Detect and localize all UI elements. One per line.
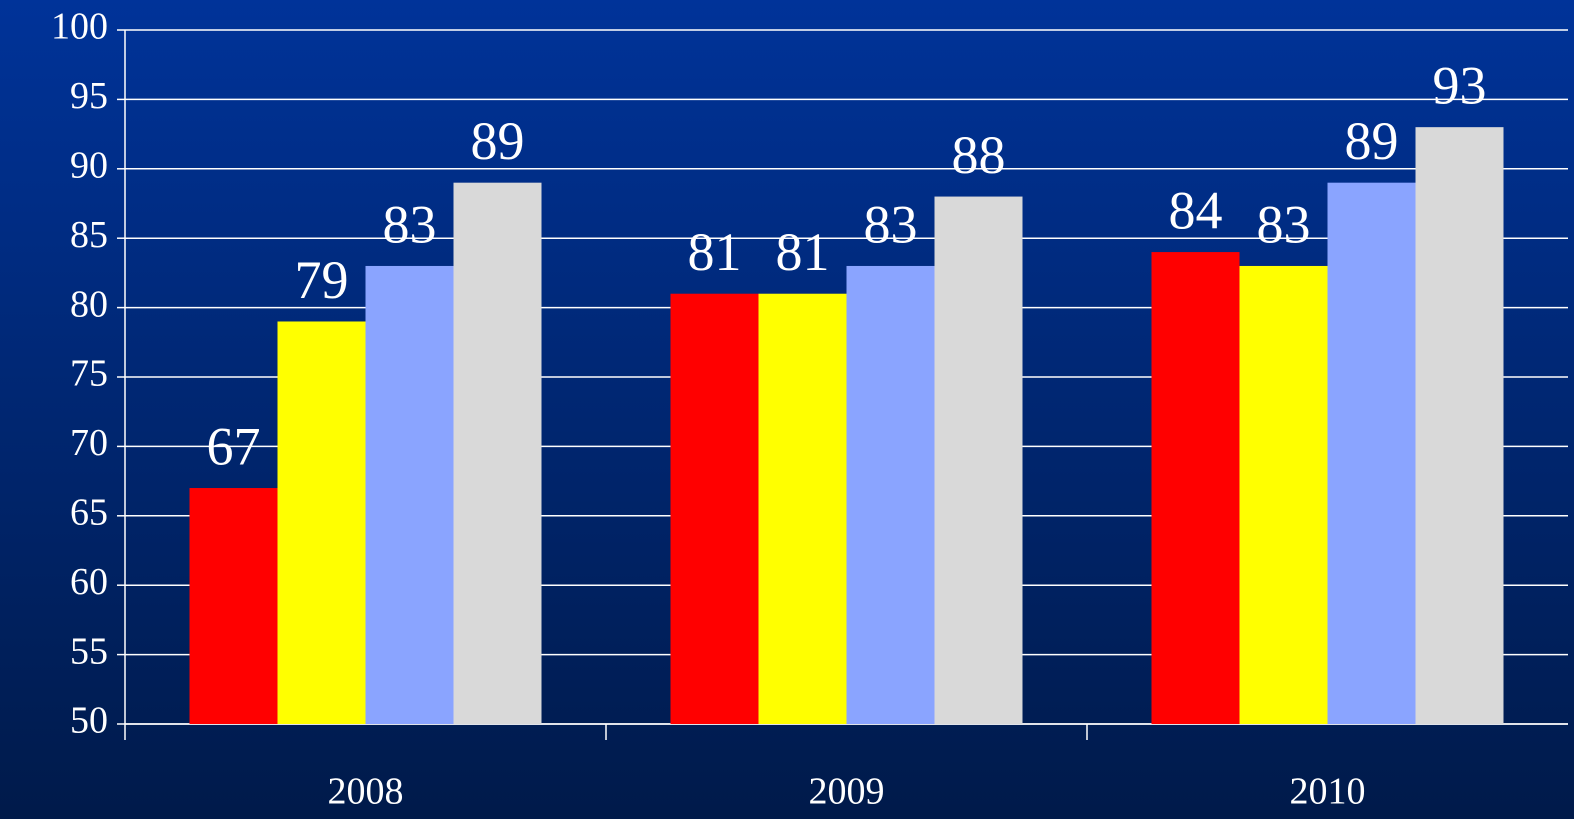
bar: [846, 265, 935, 724]
bar: [1151, 252, 1240, 724]
y-tick-label: 50: [70, 700, 108, 742]
data-label: 81: [776, 222, 830, 282]
bar: [1415, 127, 1504, 724]
data-label: 93: [1433, 56, 1487, 116]
y-tick-label: 75: [70, 353, 108, 395]
y-tick-label: 60: [70, 561, 108, 603]
x-tick-label: 2008: [328, 771, 404, 813]
y-tick-label: 70: [70, 422, 108, 464]
bar: [670, 293, 759, 724]
y-tick-label: 100: [51, 6, 108, 48]
bar: [1239, 265, 1328, 724]
bar: [277, 321, 366, 724]
data-label: 83: [1257, 194, 1311, 254]
bar: [1327, 182, 1416, 724]
bar: [758, 293, 847, 724]
bar: [453, 182, 542, 724]
y-tick-label: 85: [70, 214, 108, 256]
bar: [934, 196, 1023, 724]
data-label: 83: [864, 194, 918, 254]
data-label: 84: [1169, 180, 1223, 240]
data-label: 83: [383, 194, 437, 254]
data-label: 81: [688, 222, 742, 282]
data-label: 89: [471, 111, 525, 171]
data-label: 79: [295, 250, 349, 310]
data-label: 67: [207, 416, 261, 476]
data-label: 89: [1345, 111, 1399, 171]
y-tick-label: 80: [70, 283, 108, 325]
x-tick-label: 2009: [809, 771, 885, 813]
y-tick-label: 90: [70, 145, 108, 187]
y-tick-label: 55: [70, 630, 108, 672]
y-tick-label: 65: [70, 492, 108, 534]
x-tick-label: 2010: [1290, 771, 1366, 813]
bar: [365, 265, 454, 724]
bar: [189, 488, 278, 724]
data-label: 88: [952, 125, 1006, 185]
y-tick-label: 95: [70, 75, 108, 117]
